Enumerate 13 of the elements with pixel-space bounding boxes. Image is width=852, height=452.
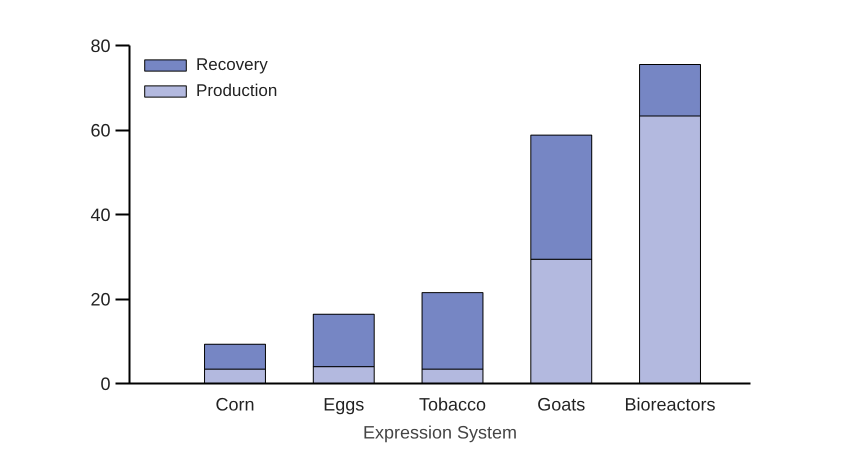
y-tick-label: 40 xyxy=(90,205,111,225)
legend-label: Production xyxy=(196,81,278,101)
x-tick-label: Eggs xyxy=(323,394,364,414)
y-tick-label: 20 xyxy=(90,290,111,310)
legend-label: Recovery xyxy=(196,55,268,75)
y-tick-label: 60 xyxy=(90,120,111,140)
x-tick-label: Tobacco xyxy=(418,394,486,414)
y-tick-label: 80 xyxy=(90,36,111,56)
x-tick-label: Goats xyxy=(537,394,586,414)
x-axis-title: Expression System xyxy=(362,422,518,442)
y-tick-label: 0 xyxy=(100,374,111,394)
x-tick-label: Bioreactors xyxy=(624,394,716,414)
x-tick-label: Corn xyxy=(215,394,254,414)
